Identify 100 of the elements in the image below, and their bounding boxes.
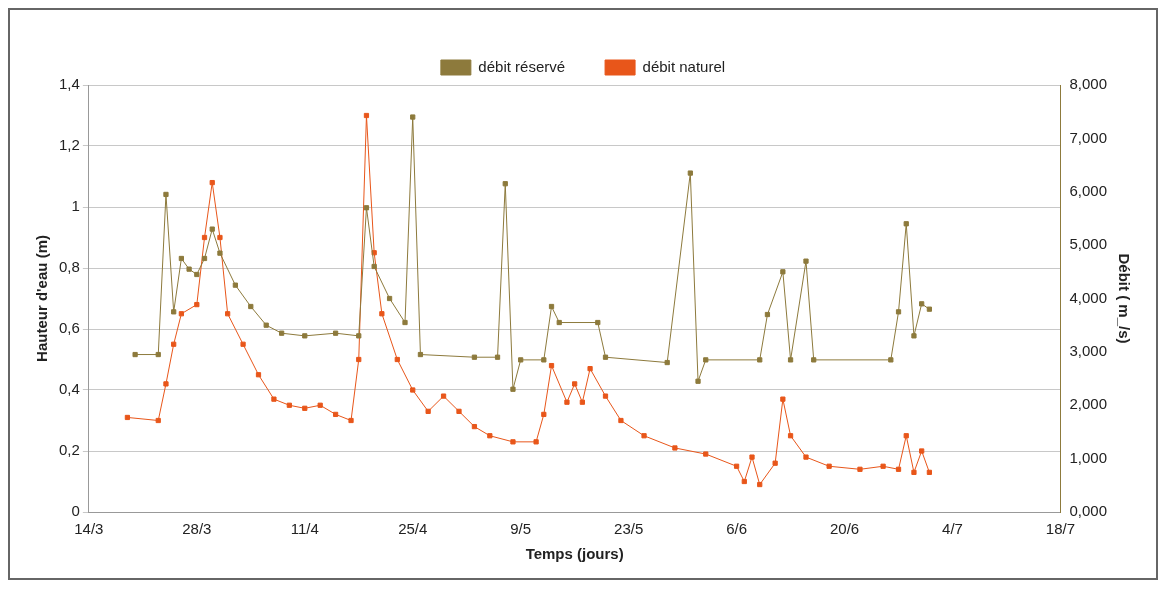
y2-tick-label: 2,000	[1069, 395, 1108, 413]
y2-tick-label: 5,000	[1069, 235, 1108, 253]
point	[317, 402, 323, 408]
point	[286, 402, 292, 408]
point	[780, 396, 786, 402]
point	[410, 387, 416, 393]
point	[201, 234, 208, 241]
point	[787, 433, 794, 439]
point	[888, 357, 894, 363]
point	[510, 439, 516, 445]
point	[764, 311, 771, 318]
point	[502, 181, 508, 187]
point	[155, 417, 161, 424]
point	[487, 433, 493, 439]
y2-tick-label: 0,000	[1069, 502, 1108, 520]
point	[356, 333, 362, 339]
point	[895, 466, 902, 472]
point	[217, 234, 223, 241]
point	[672, 445, 678, 451]
point	[163, 191, 169, 198]
point	[178, 255, 185, 262]
point	[209, 179, 215, 186]
x-tick-label: 11/4	[290, 520, 319, 538]
y-tick-label: 1,2	[58, 136, 80, 154]
point	[379, 311, 385, 317]
point	[602, 393, 609, 399]
point	[394, 356, 400, 363]
point	[541, 411, 547, 418]
point	[926, 469, 932, 475]
point	[132, 351, 138, 358]
y-tick-label: 0,6	[58, 319, 80, 337]
point	[703, 357, 709, 363]
x-tick-label: 20/6	[829, 520, 860, 538]
point	[518, 357, 524, 363]
point	[279, 330, 285, 336]
x-tick-label: 14/3	[74, 520, 104, 538]
point	[780, 269, 786, 275]
point	[171, 341, 177, 347]
point	[803, 258, 809, 264]
point	[911, 333, 917, 339]
x-tick-label: 6/6	[726, 520, 748, 538]
y-tick-label: 0	[71, 502, 80, 520]
point	[803, 454, 809, 460]
y2-tick-label: 4,000	[1069, 288, 1108, 306]
point	[811, 357, 817, 363]
point	[548, 362, 555, 369]
point	[178, 311, 185, 317]
point	[456, 408, 462, 414]
point	[510, 386, 516, 392]
point	[733, 463, 740, 469]
point	[695, 378, 701, 384]
y-axis-title: Hauteur d'eau (m)	[33, 235, 51, 362]
y-tick-label: 0,4	[58, 380, 80, 398]
point	[572, 381, 578, 387]
y2-tick-label: 1,000	[1069, 448, 1108, 466]
y-tick-label: 1	[71, 197, 80, 215]
point	[595, 319, 601, 326]
point	[664, 359, 670, 366]
point	[602, 354, 609, 360]
x-tick-label: 25/4	[398, 520, 428, 538]
point	[587, 366, 593, 372]
point	[440, 393, 447, 399]
point	[163, 381, 169, 387]
point	[471, 354, 478, 360]
point	[772, 460, 778, 466]
point	[703, 451, 709, 457]
point	[348, 417, 354, 424]
point	[402, 319, 408, 326]
point	[919, 301, 925, 307]
point	[903, 221, 909, 227]
point	[240, 341, 246, 347]
point	[194, 301, 200, 308]
point	[618, 417, 624, 424]
y-tick-label: 0,2	[58, 441, 80, 459]
point	[687, 170, 693, 176]
point	[417, 351, 424, 358]
point	[556, 319, 562, 326]
point	[363, 112, 370, 119]
point	[579, 399, 585, 405]
point	[363, 205, 370, 211]
point	[201, 255, 208, 262]
point	[194, 271, 200, 278]
point	[171, 309, 177, 315]
point	[641, 433, 647, 439]
point	[410, 114, 416, 120]
point	[826, 463, 832, 469]
y-tick-label: 0,8	[58, 258, 80, 276]
x-tick-label: 4/7	[942, 520, 963, 538]
point	[494, 354, 501, 360]
point	[425, 408, 431, 414]
point	[255, 372, 262, 378]
point	[371, 263, 377, 270]
point	[749, 454, 755, 460]
y2-tick-label: 7,000	[1069, 128, 1108, 146]
point	[186, 266, 192, 272]
point	[757, 357, 763, 363]
point	[564, 399, 570, 405]
point	[741, 478, 747, 485]
x-tick-label: 18/7	[1045, 520, 1076, 538]
point	[548, 303, 555, 310]
